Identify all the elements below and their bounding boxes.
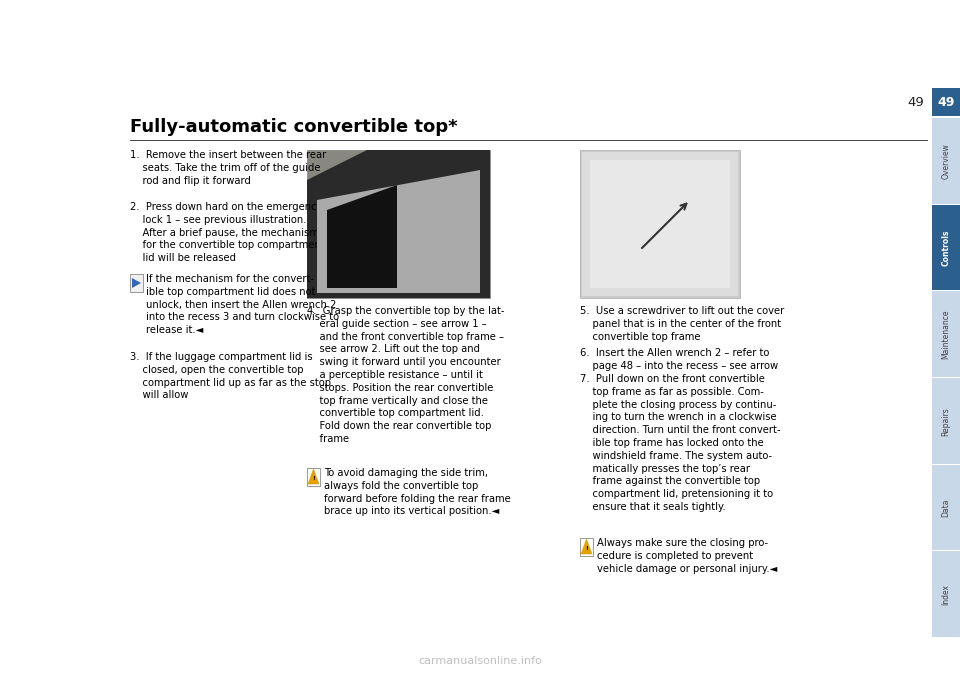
Text: Always make sure the closing pro-
cedure is completed to prevent
vehicle damage : Always make sure the closing pro- cedure…: [597, 538, 778, 574]
Bar: [932, 118, 960, 203]
Polygon shape: [307, 150, 490, 298]
Text: Overview: Overview: [942, 143, 950, 179]
Bar: [307, 150, 490, 298]
Bar: [307, 468, 320, 486]
Polygon shape: [317, 170, 480, 293]
Text: 6.  Insert the Allen wrench 2 – refer to
    page 48 – into the recess – see arr: 6. Insert the Allen wrench 2 – refer to …: [580, 348, 779, 371]
Text: !: !: [312, 477, 315, 481]
Text: 1.  Remove the insert between the rear
    seats. Take the trim off of the guide: 1. Remove the insert between the rear se…: [130, 150, 326, 186]
Text: To avoid damaging the side trim,
always fold the convertible top
forward before : To avoid damaging the side trim, always …: [324, 468, 511, 517]
Text: 5.  Use a screwdriver to lift out the cover
    panel that is in the center of t: 5. Use a screwdriver to lift out the cov…: [580, 306, 784, 342]
Text: 2.  Press down hard on the emergency
    lock 1 – see previous illustration.
   : 2. Press down hard on the emergency lock…: [130, 202, 324, 263]
Bar: [932, 205, 960, 290]
Bar: [932, 378, 960, 464]
Text: Fully-automatic convertible top*: Fully-automatic convertible top*: [130, 118, 458, 136]
Bar: [590, 160, 730, 288]
Text: If the mechanism for the convert-
ible top compartment lid does not
unlock, then: If the mechanism for the convert- ible t…: [146, 274, 339, 335]
Bar: [932, 88, 960, 116]
Bar: [580, 538, 593, 556]
Text: Index: Index: [942, 584, 950, 605]
Text: Maintenance: Maintenance: [942, 310, 950, 359]
Bar: [130, 274, 143, 292]
Polygon shape: [308, 469, 319, 484]
Polygon shape: [327, 185, 397, 288]
Text: 49: 49: [937, 96, 954, 108]
Text: Data: Data: [942, 499, 950, 517]
Polygon shape: [132, 278, 141, 288]
Text: 49: 49: [907, 96, 924, 108]
Text: 4.  Grasp the convertible top by the lat-
    eral guide section – see arrow 1 –: 4. Grasp the convertible top by the lat-…: [307, 306, 505, 444]
Text: carmanualsonline.info: carmanualsonline.info: [418, 656, 542, 666]
Text: Controls: Controls: [942, 230, 950, 266]
Text: 7.  Pull down on the front convertible
    top frame as far as possible. Com-
  : 7. Pull down on the front convertible to…: [580, 374, 780, 512]
Text: 3.  If the luggage compartment lid is
    closed, open the convertible top
    c: 3. If the luggage compartment lid is clo…: [130, 352, 331, 401]
Text: !: !: [585, 546, 588, 551]
Text: Repairs: Repairs: [942, 407, 950, 436]
Bar: [932, 464, 960, 551]
Bar: [582, 152, 738, 296]
Polygon shape: [581, 539, 592, 554]
Bar: [932, 292, 960, 377]
Bar: [580, 150, 740, 298]
Bar: [932, 551, 960, 637]
